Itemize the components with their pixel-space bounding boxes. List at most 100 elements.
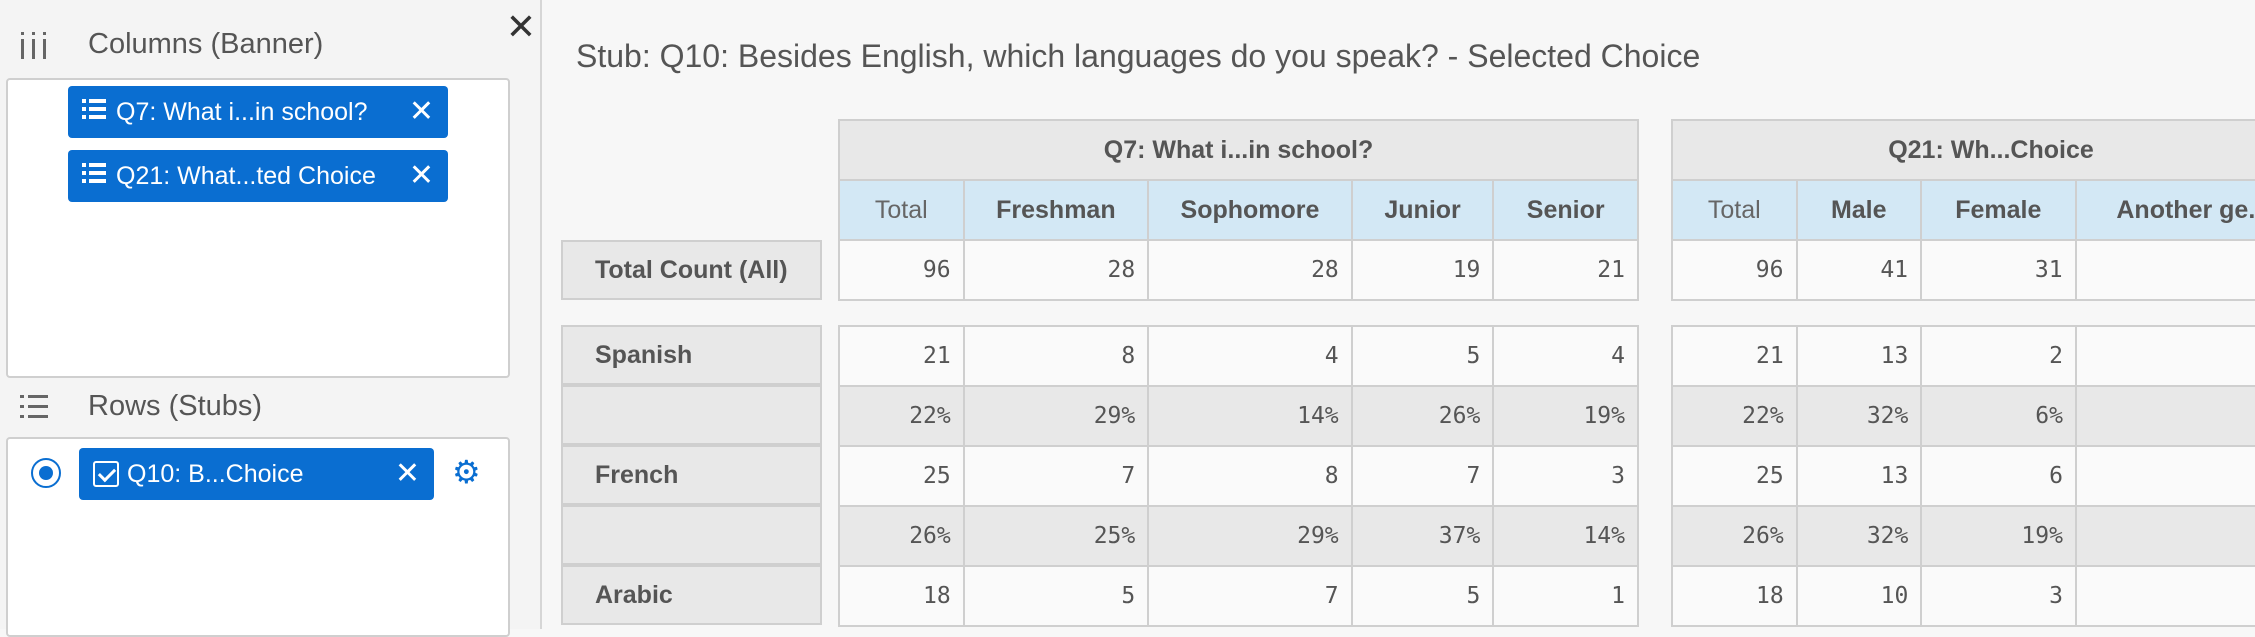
table-cell: 3: [1492, 445, 1639, 507]
table-row: 26% 25% 29% 37% 14%: [838, 505, 1639, 567]
column-header: Male: [1795, 179, 1923, 241]
remove-icon[interactable]: ✕: [394, 457, 420, 490]
columns-section-title: Columns (Banner): [88, 28, 324, 60]
table-cell: 19%: [1920, 505, 2077, 567]
table-cell: 28: [962, 239, 1150, 301]
table-cell: 13: [1795, 445, 1923, 507]
table-cell: 31: [1920, 239, 2077, 301]
table-cell: 29%: [962, 385, 1150, 447]
table-cell: [2074, 565, 2255, 627]
rows-section-title: Rows (Stubs): [88, 390, 263, 422]
table-cell: 37%: [1350, 505, 1495, 567]
table-cell: 7: [1350, 445, 1495, 507]
table-row: 22% 29% 14% 26% 19%: [838, 385, 1639, 447]
row-label: Arabic: [561, 565, 822, 625]
columns-icon: [18, 29, 58, 61]
banner-group-header: Q21: Wh...Choice: [1671, 119, 2255, 181]
table-cell: 7: [962, 445, 1150, 507]
sidebar: ✕ Columns (Banner) Q7: What i...in schoo…: [0, 0, 542, 637]
table-cell: 25: [1671, 445, 1798, 507]
table-cell: 5: [1350, 565, 1495, 627]
table-cell: 4: [1147, 325, 1353, 387]
table-cell: 41: [1795, 239, 1923, 301]
columns-dropzone[interactable]: Q7: What i...in school? ✕ Q21: What...te…: [6, 78, 510, 378]
banner-table-q7: Q7: What i...in school? Total Freshman Sop…: [838, 119, 1639, 301]
table-cell: 1: [1492, 565, 1639, 627]
page-title: Stub: Q10: Besides English, which langua…: [576, 38, 1701, 74]
table-row: 18 10 3: [1671, 565, 2255, 627]
rows-section-header: Rows (Stubs): [18, 390, 262, 423]
table-cell: 21: [838, 325, 965, 387]
table-cell: 14%: [1147, 385, 1353, 447]
table-row: 21 13 2: [1671, 325, 2255, 387]
table-cell: 32%: [1795, 385, 1923, 447]
rows-list-icon: [18, 392, 58, 422]
table-cell: 96: [838, 239, 965, 301]
table-cell: 5: [962, 565, 1150, 627]
column-header: Freshman: [962, 179, 1150, 241]
row-label: [561, 385, 822, 445]
table-cell: 7: [1147, 565, 1353, 627]
table-cell: 10: [1795, 565, 1923, 627]
banner-table-q21: Q21: Wh...Choice Total Male Female Another …: [1671, 119, 2255, 301]
banner-body-q21: 21 13 2 22% 32% 6% 25 13 6 26% 32% 19% 18 10 3: [1671, 325, 2255, 627]
table-cell: 96: [1671, 239, 1798, 301]
column-header: Another ge...: [2074, 179, 2255, 241]
column-chip-q21[interactable]: Q21: What...ted Choice ✕: [68, 150, 448, 202]
banner-group-header: Q7: What i...in school?: [838, 119, 1639, 181]
table-cell: 8: [962, 325, 1150, 387]
remove-icon[interactable]: ✕: [408, 95, 434, 128]
table-cell: 26%: [838, 505, 965, 567]
banner-body-q7: 21 8 4 5 4 22% 29% 14% 26% 19% 25 7 8 7 3 26% 25% 29% 37% 1…: [838, 325, 1639, 627]
table-row: 25 7 8 7 3: [838, 445, 1639, 507]
row-label: French: [561, 445, 822, 505]
column-header: Total: [838, 179, 965, 241]
chip-label: Q10: B...Choice: [127, 459, 304, 488]
column-header: Total: [1671, 179, 1798, 241]
table-row: 26% 32% 19%: [1671, 505, 2255, 567]
table-row: 21 8 4 5 4: [838, 325, 1639, 387]
table-cell: 32%: [1795, 505, 1923, 567]
column-header-row: Total Freshman Sophomore Junior Senior: [838, 179, 1639, 241]
table-row: 25 13 6: [1671, 445, 2255, 507]
table-cell: 4: [1492, 325, 1639, 387]
total-count-label: Total Count (All): [561, 240, 822, 300]
column-header: Sophomore: [1147, 179, 1353, 241]
table-cell: 26%: [1671, 505, 1798, 567]
table-row: 18 5 7 5 1: [838, 565, 1639, 627]
table-cell: 22%: [838, 385, 965, 447]
table-cell: 8: [1147, 445, 1353, 507]
column-chip-q7[interactable]: Q7: What i...in school? ✕: [68, 86, 448, 138]
list-icon: [82, 98, 106, 127]
gear-icon[interactable]: ⚙: [452, 454, 481, 490]
table-cell: [2074, 325, 2255, 387]
total-count-row: 96 41 31: [1671, 239, 2255, 301]
table-cell: 14%: [1492, 505, 1639, 567]
table-cell: [2074, 445, 2255, 507]
table-cell: 19: [1350, 239, 1495, 301]
column-header: Junior: [1350, 179, 1495, 241]
table-cell: 28: [1147, 239, 1353, 301]
table-cell: 29%: [1147, 505, 1353, 567]
table-cell: 21: [1492, 239, 1639, 301]
checkbox-icon: [93, 461, 119, 487]
list-icon: [82, 162, 106, 191]
table-cell: 26%: [1350, 385, 1495, 447]
chip-label: Q7: What i...in school?: [116, 97, 368, 126]
table-cell: [2074, 385, 2255, 447]
table-cell: 19%: [1492, 385, 1639, 447]
row-chip-q10[interactable]: Q10: B...Choice ✕: [79, 448, 434, 500]
row-label: [561, 505, 822, 565]
stub-radio[interactable]: [31, 458, 61, 488]
remove-icon[interactable]: ✕: [408, 159, 434, 192]
table-cell: [2074, 505, 2255, 567]
table-cell: 13: [1795, 325, 1923, 387]
close-icon[interactable]: ✕: [505, 6, 537, 47]
column-header: Senior: [1492, 179, 1639, 241]
table-cell: 3: [1920, 565, 2077, 627]
total-count-row: 96 28 28 19 21: [838, 239, 1639, 301]
table-cell: 25%: [962, 505, 1150, 567]
row-label: Spanish: [561, 325, 822, 385]
table-cell: 5: [1350, 325, 1495, 387]
table-cell: 18: [1671, 565, 1798, 627]
